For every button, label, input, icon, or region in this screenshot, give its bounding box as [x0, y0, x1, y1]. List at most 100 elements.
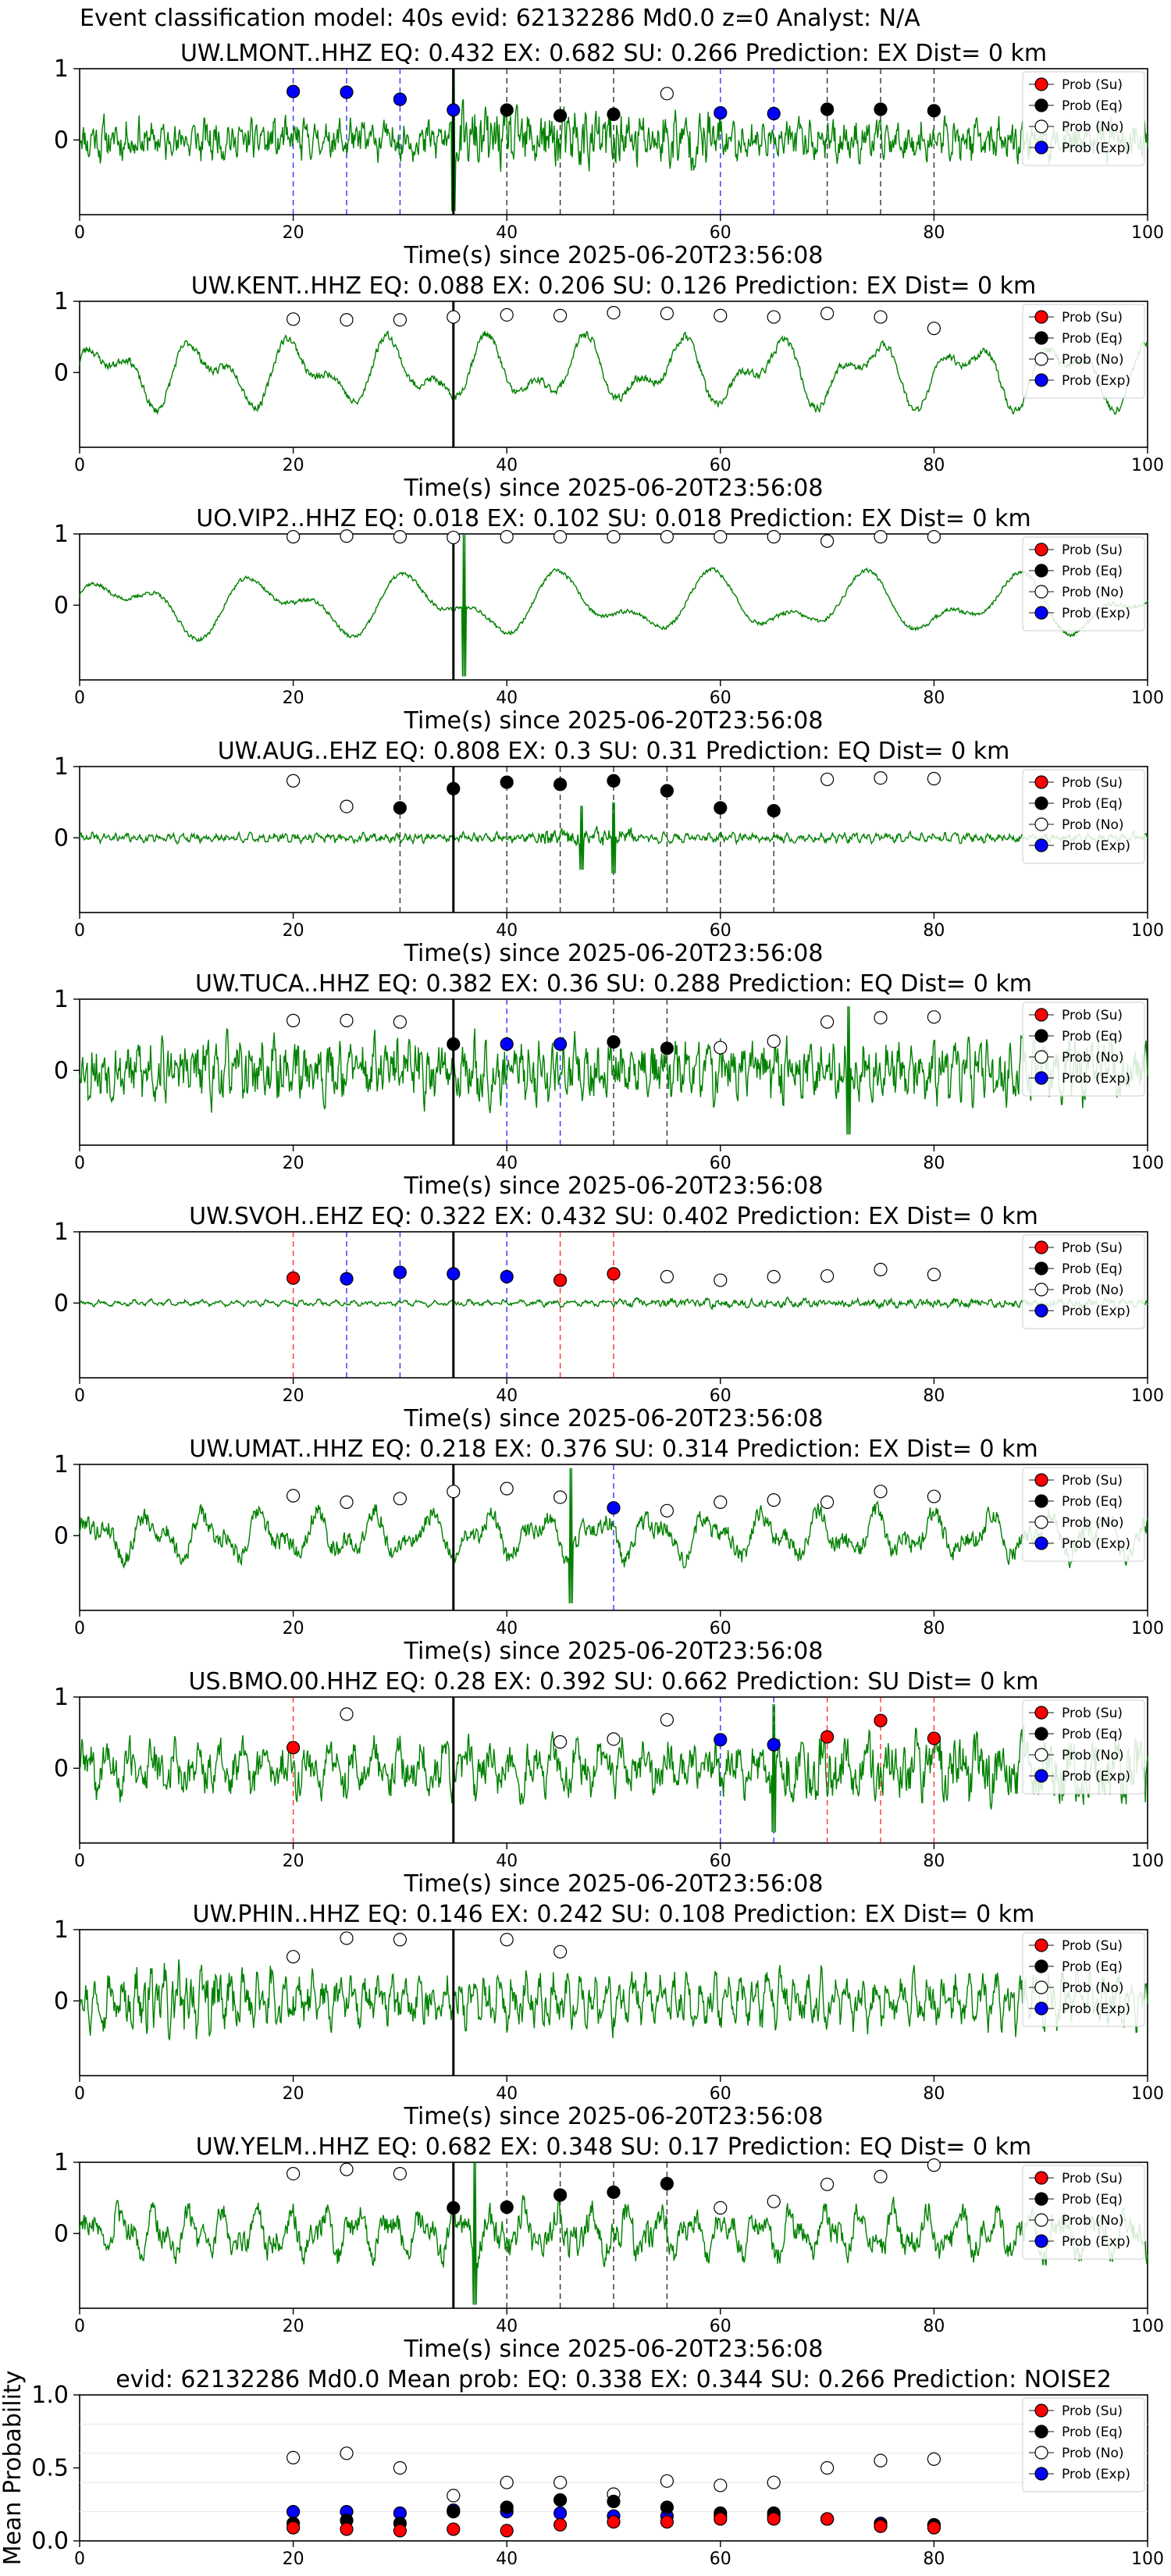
- y-axis-label: Mean Probability: [0, 2371, 27, 2566]
- legend-marker: [1034, 1748, 1048, 1762]
- legend-label: Prob (Su): [1062, 2171, 1123, 2186]
- probability-point: [553, 1944, 568, 1959]
- y-tick-label: 0.5: [31, 2455, 69, 2482]
- probability-point: [500, 103, 514, 117]
- legend-marker: [1034, 564, 1048, 578]
- probability-point: [927, 1010, 941, 1024]
- y-tick-label: 1: [54, 2149, 69, 2176]
- probability-point: [767, 106, 781, 121]
- probability-point: [820, 102, 835, 116]
- probability-point: [820, 534, 835, 548]
- probability-point: [393, 1492, 408, 1506]
- legend-label: Prob (No): [1062, 119, 1124, 135]
- legend-marker: [1034, 606, 1048, 620]
- legend-label: Prob (Eq): [1062, 1261, 1123, 1277]
- probability-point: [874, 1713, 888, 1727]
- x-tick-label: 60: [710, 1386, 731, 1406]
- x-axis-label: Time(s) since 2025-06-20T23:56:08: [404, 1870, 824, 1898]
- probability-point: [393, 1265, 408, 1279]
- waveform-trace: [79, 1704, 1148, 1833]
- probability-point: [393, 1933, 408, 1947]
- legend-label: Prob (No): [1062, 1980, 1124, 1996]
- legend-label: Prob (Exp): [1062, 838, 1130, 854]
- x-tick-label: 20: [283, 1386, 304, 1406]
- waveform-panel: 0 20 40 60 80 100 0 1 UW.TUCA..HHZ EQ: 0.382 EX:…: [54, 970, 1164, 1200]
- probability-point: [714, 1273, 728, 1287]
- legend-marker: [1034, 838, 1048, 852]
- x-tick-label: 40: [496, 688, 518, 708]
- probability-point: [553, 308, 568, 322]
- legend-label: Prob (Exp): [1062, 373, 1130, 389]
- x-tick-label: 100: [1131, 1154, 1164, 1173]
- y-tick-label: 1: [54, 521, 69, 548]
- legend-label: Prob (Eq): [1062, 564, 1123, 579]
- probability-point: [607, 306, 621, 320]
- legend-marker: [1034, 1938, 1048, 1952]
- probability-point: [927, 1489, 941, 1503]
- x-tick-label: 60: [710, 2084, 731, 2104]
- y-tick-label: 0: [54, 2220, 69, 2247]
- x-tick-label: 0: [74, 2549, 85, 2569]
- probability-point: [287, 312, 301, 326]
- legend-box: [1022, 1467, 1145, 1562]
- probability-point: [500, 1933, 514, 1947]
- legend-marker: [1034, 77, 1048, 91]
- x-axis-label: Time(s) since 2025-06-20T23:56:08: [404, 1405, 824, 1432]
- mean-probability-point: [500, 2500, 514, 2514]
- probability-point: [500, 308, 514, 322]
- waveform-panel: 0 20 40 60 80 100 0 1 UW.KENT..HHZ EQ: 0.088 EX:…: [54, 272, 1164, 502]
- x-tick-label: 40: [496, 2549, 518, 2569]
- y-tick-label: 0: [54, 1755, 69, 1782]
- legend-label: Prob (Su): [1062, 1938, 1123, 1954]
- mean-probability-point: [553, 2475, 568, 2489]
- legend-label: Prob (Eq): [1062, 1029, 1123, 1044]
- x-tick-label: 60: [710, 1852, 731, 1871]
- waveform-trace: [79, 1296, 1148, 1311]
- legend-marker: [1034, 1727, 1048, 1741]
- probability-point: [553, 2188, 568, 2202]
- probability-point: [714, 105, 728, 120]
- probability-point: [874, 1485, 888, 1499]
- x-tick-label: 20: [283, 223, 304, 243]
- legend-marker: [1034, 2467, 1048, 2481]
- legend-label: Prob (No): [1062, 2213, 1124, 2229]
- y-tick-label: 0: [54, 1522, 69, 1550]
- probability-point: [820, 1495, 835, 1509]
- y-tick-label: 0: [54, 824, 69, 852]
- x-tick-label: 80: [923, 688, 945, 708]
- mean-probability-point: [393, 2460, 408, 2475]
- probability-point: [660, 1041, 674, 1055]
- legend-label: Prob (Su): [1062, 2403, 1123, 2419]
- legend-label: Prob (No): [1062, 1748, 1124, 1763]
- x-tick-label: 20: [283, 1154, 304, 1173]
- mean-probability-point: [393, 2524, 408, 2538]
- probability-point: [660, 784, 674, 798]
- legend-label: Prob (Su): [1062, 1240, 1123, 1256]
- x-axis-label: Time(s) since 2025-06-20T23:56:08: [404, 2336, 824, 2363]
- waveform-panel: 0 20 40 60 80 100 0 1 UW.UMAT..HHZ EQ: 0.218 EX:…: [54, 1436, 1164, 1665]
- x-tick-label: 80: [923, 1386, 945, 1406]
- probability-point: [607, 2185, 621, 2199]
- waveform-panel: 0 20 40 60 80 100 0 1 UW.AUG..EHZ EQ: 0.808 EX: …: [54, 738, 1164, 967]
- legend-box: [1022, 769, 1145, 864]
- mean-probability-point: [447, 2505, 461, 2519]
- legend-marker: [1034, 1515, 1048, 1529]
- probability-point: [767, 530, 781, 544]
- legend-marker: [1034, 2171, 1048, 2185]
- probability-point: [287, 1013, 301, 1027]
- x-tick-label: 100: [1131, 921, 1164, 941]
- panel-title: UW.TUCA..HHZ EQ: 0.382 EX: 0.36 SU: 0.28…: [195, 970, 1032, 998]
- legend-label: Prob (Eq): [1062, 331, 1123, 347]
- probability-point: [287, 1741, 301, 1755]
- mean-probability-point: [660, 2500, 674, 2514]
- legend-box: [1022, 304, 1145, 399]
- mean-probability-point: [874, 2519, 888, 2533]
- legend-marker: [1034, 1473, 1048, 1487]
- legend-marker: [1034, 1283, 1048, 1297]
- y-tick-label: 1: [54, 1916, 69, 1944]
- probability-point: [500, 1482, 514, 1496]
- probability-point: [607, 1732, 621, 1746]
- legend-label: Prob (Eq): [1062, 2192, 1123, 2208]
- legend-box: [1022, 1932, 1145, 2027]
- probability-point: [714, 530, 728, 544]
